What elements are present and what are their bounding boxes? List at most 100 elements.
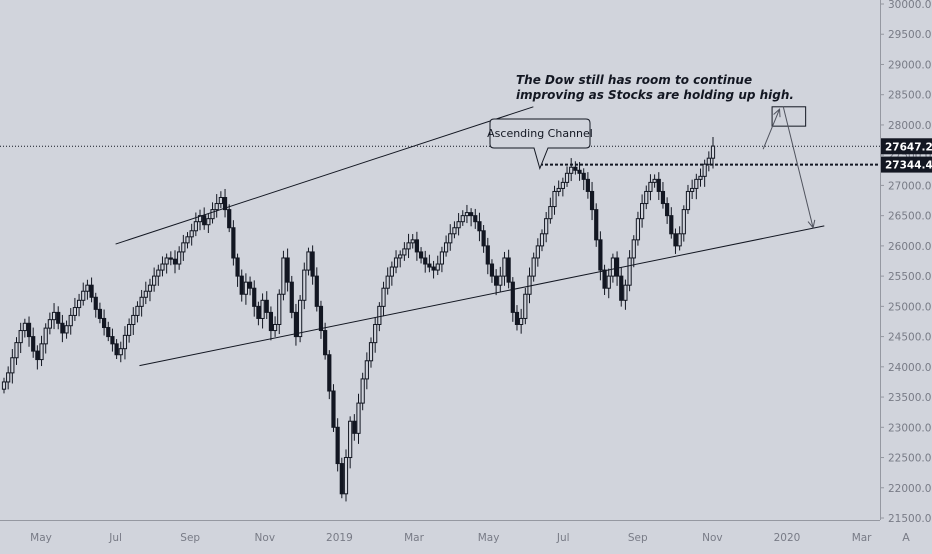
time-axis-label: May xyxy=(478,532,500,544)
candle-body xyxy=(619,275,624,301)
analysis-note-line: The Dow still has room to continue xyxy=(516,73,752,87)
candle-body xyxy=(76,299,82,309)
candle-body xyxy=(439,251,445,265)
candle-body xyxy=(193,221,198,232)
candle-body xyxy=(594,209,599,241)
price-axis-label: 26000.0 xyxy=(888,241,931,253)
candle-body xyxy=(623,284,628,301)
candle-body xyxy=(614,257,620,277)
candle-body xyxy=(97,308,103,319)
price-axis-label: 25000.0 xyxy=(888,301,931,313)
candle-body xyxy=(152,275,157,286)
price-label-text: 27647.2 xyxy=(885,141,932,153)
candle-body xyxy=(218,197,223,205)
candle-body xyxy=(427,263,432,268)
time-axis-label: Jul xyxy=(108,532,122,544)
candle-body xyxy=(47,319,52,329)
analysis-note-line: improving as Stocks are holding up high. xyxy=(516,88,794,102)
candle-body xyxy=(360,378,365,404)
candle-body xyxy=(306,251,311,271)
candle-body xyxy=(481,230,486,247)
currency-button[interactable]: A xyxy=(902,531,910,544)
candle-body xyxy=(539,233,545,247)
candle-body xyxy=(206,218,211,226)
time-axis-label: Jul xyxy=(556,532,570,544)
candle-body xyxy=(68,314,73,327)
price-labels: 27647.2 27344.4 xyxy=(881,138,932,173)
time-axis-label: Nov xyxy=(702,532,723,544)
candle-body xyxy=(681,209,686,235)
time-axis[interactable]: May Jul Sep Nov 2019 Mar May Jul Sep Nov 2020 Mar xyxy=(30,532,872,544)
candle-body xyxy=(452,227,457,235)
candle-body xyxy=(39,343,44,361)
candle-body xyxy=(89,284,94,298)
candle-body xyxy=(197,215,203,223)
price-label-box xyxy=(881,156,932,173)
ascending-channel-label: Ascending Channel xyxy=(487,127,593,140)
candle-body xyxy=(469,212,474,217)
candle-body xyxy=(356,402,361,434)
candle-body xyxy=(677,233,682,247)
candle-body xyxy=(706,157,711,165)
price-axis-label: 23500.0 xyxy=(888,392,931,404)
candle-body xyxy=(335,426,340,465)
candle-body xyxy=(93,296,98,310)
price-label-box xyxy=(881,138,932,155)
candle-body xyxy=(556,187,561,192)
time-axis-label: 2019 xyxy=(326,532,353,544)
candle-body xyxy=(589,190,595,211)
candle-body xyxy=(502,257,507,277)
candle-body xyxy=(560,181,565,189)
candle-body xyxy=(431,266,436,271)
candle-body xyxy=(64,325,69,334)
currency-button-label[interactable]: A xyxy=(902,531,910,544)
price-axis-label: 26500.0 xyxy=(888,211,931,223)
candle-body xyxy=(185,236,190,244)
candle-body xyxy=(168,257,173,260)
candle-body xyxy=(277,293,282,325)
candle-body xyxy=(264,299,269,313)
price-axis-panel[interactable] xyxy=(880,0,932,550)
candle-body xyxy=(156,269,161,277)
candle-body xyxy=(418,251,424,259)
candle-body xyxy=(669,215,674,235)
candle-body xyxy=(644,190,649,205)
candle-body xyxy=(456,221,461,229)
candle-body xyxy=(323,330,328,356)
candle-body xyxy=(506,257,511,283)
time-axis-label: May xyxy=(30,532,52,544)
candle-body xyxy=(56,311,61,324)
candle-body xyxy=(443,242,449,253)
candle-body xyxy=(164,257,169,265)
candle-body xyxy=(202,215,207,226)
time-axis-label: 2020 xyxy=(774,532,801,544)
price-axis-label: 22500.0 xyxy=(888,453,931,465)
candle-body xyxy=(414,239,419,253)
candle-body xyxy=(272,323,278,332)
annotations: Ascending Channel The Dow still has room … xyxy=(487,73,794,171)
candle-body xyxy=(352,420,357,434)
candle-body xyxy=(373,323,378,344)
candle-body xyxy=(527,275,532,295)
arrow-up xyxy=(762,109,781,150)
price-axis-label: 23000.0 xyxy=(888,422,931,434)
candle-body xyxy=(298,299,303,338)
candle-body xyxy=(364,360,369,380)
candle-body xyxy=(548,206,553,220)
price-axis-label: 25500.0 xyxy=(888,271,931,283)
candle-body xyxy=(172,258,178,265)
candle-body xyxy=(577,169,582,174)
candle-body xyxy=(81,290,86,301)
price-axis-label: 24500.0 xyxy=(888,332,931,344)
candle-body xyxy=(581,172,586,180)
candle-body xyxy=(231,227,236,259)
candle-body xyxy=(239,275,244,295)
price-axis-label: 29000.0 xyxy=(888,59,931,71)
candle-body xyxy=(331,390,336,428)
candle-body xyxy=(222,197,228,211)
price-axis-label: 28000.0 xyxy=(888,120,931,132)
ascending-channel-callout xyxy=(489,118,591,171)
candle-body xyxy=(385,275,390,289)
candle-body xyxy=(690,187,695,192)
